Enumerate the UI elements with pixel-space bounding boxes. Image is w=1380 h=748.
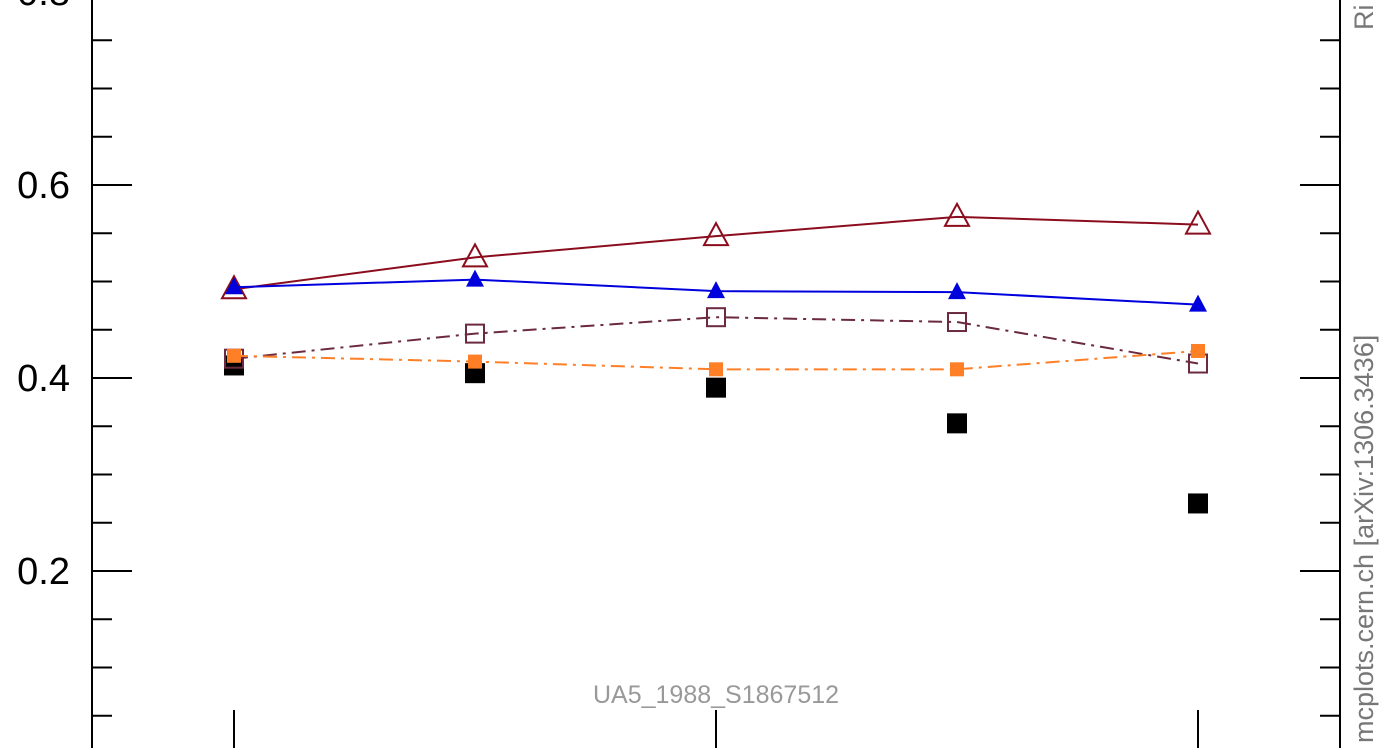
data-point-data bbox=[1188, 493, 1208, 514]
series-line-open-square bbox=[233, 316, 1199, 365]
source-label: mcplots.cern.ch [arXiv:1306.3436] bbox=[1349, 335, 1379, 743]
series-open-square bbox=[224, 307, 1208, 374]
data-point-filled-triangle bbox=[948, 282, 966, 300]
data-point-orange-square bbox=[227, 348, 241, 363]
data-point-open-square bbox=[947, 312, 967, 333]
data-point-data bbox=[947, 413, 967, 434]
data-point-open-triangle bbox=[1184, 209, 1212, 235]
data-point-filled-triangle bbox=[225, 277, 243, 295]
data-point-filled-triangle bbox=[466, 269, 484, 287]
data-point-orange-square bbox=[1191, 343, 1205, 358]
data-point-filled-triangle bbox=[707, 281, 725, 299]
series-layer bbox=[220, 201, 1212, 514]
data-point-filled-triangle bbox=[1189, 294, 1207, 312]
axes: 0.2 0.4 0.6 0.8 bbox=[17, 0, 1341, 748]
data-point-open-triangle bbox=[702, 221, 730, 247]
data-point-open-triangle bbox=[943, 201, 971, 227]
series-line-open-triangle bbox=[233, 215, 1199, 291]
series-data bbox=[224, 355, 1208, 514]
y-tick-label: 0.2 bbox=[17, 551, 70, 593]
data-point-open-square bbox=[706, 307, 726, 328]
series-orange-square bbox=[227, 343, 1205, 377]
data-point-orange-square bbox=[468, 354, 482, 369]
data-point-orange-square bbox=[709, 362, 723, 377]
y-tick-label: 0.6 bbox=[17, 165, 70, 207]
y-tick-label: 0.4 bbox=[17, 358, 70, 400]
right-axis-label: Ri bbox=[1349, 5, 1379, 31]
y-tick-label: 0.8 bbox=[17, 0, 70, 14]
data-point-open-square bbox=[465, 323, 485, 344]
series-line-orange-square bbox=[233, 349, 1199, 371]
data-point-orange-square bbox=[950, 362, 964, 377]
data-point-open-triangle bbox=[461, 242, 489, 268]
watermark-label: UA5_1988_S1867512 bbox=[593, 681, 839, 709]
series-filled-triangle bbox=[225, 269, 1207, 312]
data-point-data bbox=[706, 377, 726, 398]
